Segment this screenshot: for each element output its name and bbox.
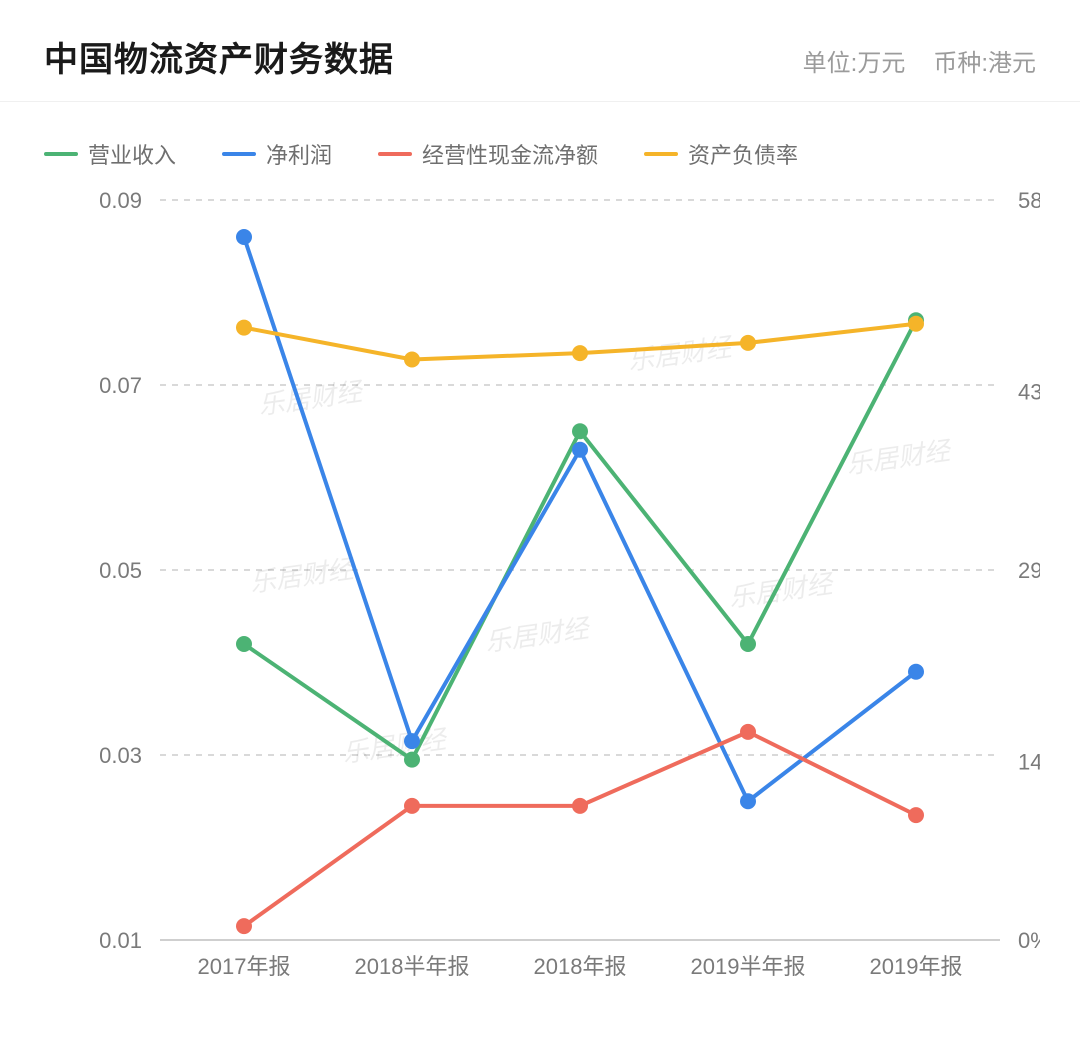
svg-text:乐居财经: 乐居财经	[626, 331, 736, 376]
chart-legend: 营业收入 净利润 经营性现金流净额 资产负债率	[0, 102, 1080, 180]
svg-text:乐居财经: 乐居财经	[483, 613, 593, 658]
series-point[interactable]	[908, 316, 924, 332]
legend-swatch	[644, 152, 678, 156]
y-axis-right-label: 58%	[1018, 188, 1040, 213]
series-point[interactable]	[908, 807, 924, 823]
legend-swatch	[44, 152, 78, 156]
x-axis-label: 2018年报	[534, 954, 627, 979]
x-axis-label: 2018半年报	[355, 954, 470, 979]
chart-meta: 单位:万元 币种:港元	[803, 43, 1036, 78]
series-point[interactable]	[572, 442, 588, 458]
series-point[interactable]	[404, 798, 420, 814]
legend-item[interactable]: 营业收入	[44, 138, 176, 170]
series-point[interactable]	[740, 724, 756, 740]
x-axis-label: 2019年报	[870, 954, 963, 979]
series-point[interactable]	[404, 752, 420, 768]
legend-item[interactable]: 净利润	[222, 138, 332, 170]
chart-container: 中国物流资产财务数据 单位:万元 币种:港元 营业收入 净利润 经营性现金流净额 资产…	[0, 0, 1080, 1044]
line-chart-svg: 乐居财经乐居财经乐居财经乐居财经乐居财经乐居财经乐居财经0.010.030.05…	[40, 180, 1040, 1000]
series-point[interactable]	[572, 345, 588, 361]
legend-swatch	[222, 152, 256, 156]
y-axis-right-label: 0%	[1018, 928, 1040, 953]
svg-text:乐居财经: 乐居财经	[844, 435, 954, 480]
series-point[interactable]	[740, 793, 756, 809]
svg-text:乐居财经: 乐居财经	[256, 376, 366, 421]
y-axis-left-label: 0.05	[99, 558, 142, 583]
unit-label: 单位:万元	[803, 43, 906, 78]
y-axis-left-label: 0.03	[99, 743, 142, 768]
series-point[interactable]	[740, 335, 756, 351]
series-point[interactable]	[908, 664, 924, 680]
legend-label: 经营性现金流净额	[422, 138, 598, 170]
legend-item[interactable]: 经营性现金流净额	[378, 138, 598, 170]
series-point[interactable]	[572, 423, 588, 439]
legend-label: 净利润	[266, 138, 332, 170]
x-axis-label: 2017年报	[198, 954, 291, 979]
legend-swatch	[378, 152, 412, 156]
y-axis-left-label: 0.01	[99, 928, 142, 953]
x-axis-label: 2019半年报	[691, 954, 806, 979]
series-point[interactable]	[236, 229, 252, 245]
y-axis-right-label: 14%	[1018, 749, 1040, 774]
series-point[interactable]	[236, 918, 252, 934]
y-axis-left-label: 0.09	[99, 188, 142, 213]
series-point[interactable]	[404, 351, 420, 367]
header: 中国物流资产财务数据 单位:万元 币种:港元	[0, 0, 1080, 102]
series-line	[244, 237, 916, 801]
legend-item[interactable]: 资产负债率	[644, 138, 798, 170]
series-point[interactable]	[236, 636, 252, 652]
currency-label: 币种:港元	[933, 43, 1036, 78]
y-axis-right-label: 43%	[1018, 379, 1040, 404]
chart-plot-area: 乐居财经乐居财经乐居财经乐居财经乐居财经乐居财经乐居财经0.010.030.05…	[0, 180, 1080, 1044]
legend-label: 营业收入	[88, 138, 176, 170]
y-axis-left-label: 0.07	[99, 373, 142, 398]
series-point[interactable]	[236, 320, 252, 336]
series-point[interactable]	[404, 733, 420, 749]
y-axis-right-label: 29%	[1018, 558, 1040, 583]
series-point[interactable]	[572, 798, 588, 814]
legend-label: 资产负债率	[688, 138, 798, 170]
svg-text:乐居财经: 乐居财经	[248, 553, 358, 598]
chart-title: 中国物流资产财务数据	[44, 32, 803, 81]
series-point[interactable]	[740, 636, 756, 652]
